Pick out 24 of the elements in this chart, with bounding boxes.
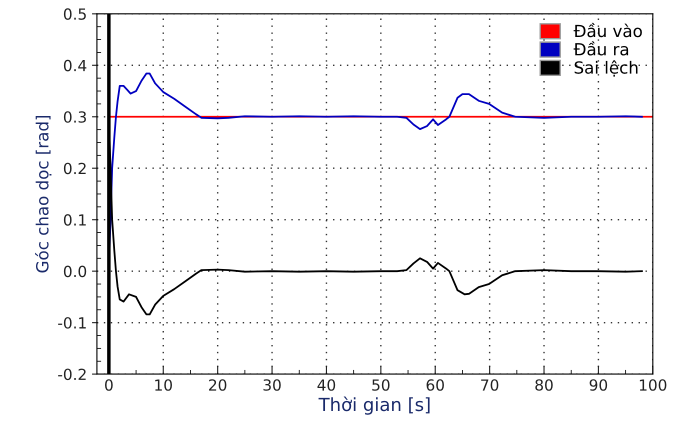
y-tick-label: 0.1 xyxy=(64,214,86,226)
y-tick-label: -0.1 xyxy=(58,317,86,329)
x-tick-label: 40 xyxy=(317,379,336,391)
x-tick-label: 80 xyxy=(535,379,553,391)
y-axis-title: Góc chao dọc [rad] xyxy=(35,116,52,272)
x-tick-label: 60 xyxy=(426,379,444,391)
y-tick-label: 0.3 xyxy=(64,111,86,123)
legend-label: Đầu vào xyxy=(574,22,642,38)
x-tick-label: 10 xyxy=(155,379,172,391)
y-tick-label: 0.4 xyxy=(64,60,86,72)
y-tick-label: 0.2 xyxy=(64,162,86,174)
y-tick-label: -0.2 xyxy=(58,368,86,380)
x-tick-label: 50 xyxy=(372,379,390,391)
x-tick-label: 100 xyxy=(640,379,666,391)
x-axis-title: Thời gian [s] xyxy=(318,396,430,415)
y-tick-label: 0.5 xyxy=(64,8,86,20)
legend-label: Sai lệch xyxy=(574,60,638,77)
x-tick-label: 90 xyxy=(590,379,608,391)
x-tick-label: 20 xyxy=(209,379,226,391)
legend-label: Đầu ra xyxy=(574,41,628,56)
y-tick-label: 0.0 xyxy=(64,266,86,278)
x-tick-label: 30 xyxy=(264,379,281,391)
x-tick-label: 70 xyxy=(481,379,498,391)
x-tick-label: 0 xyxy=(105,379,113,391)
